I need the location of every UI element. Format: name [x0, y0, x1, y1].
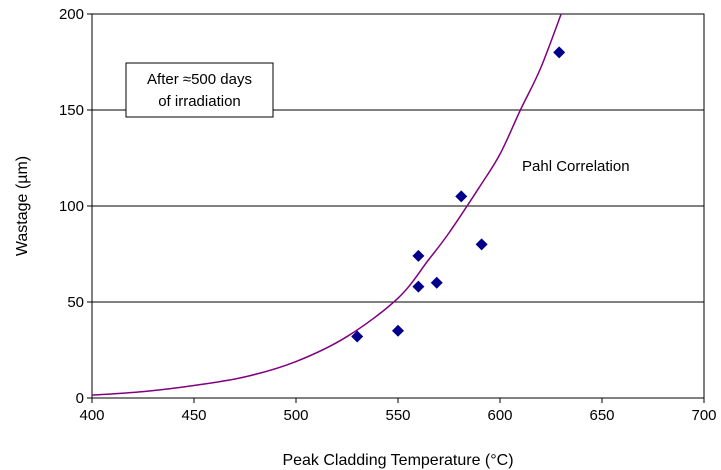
data-points [351, 46, 566, 343]
x-tick-label-3: 550 [385, 407, 410, 424]
y-tick-label-2: 100 [59, 198, 84, 215]
x-axis-ticks: 400 450 500 550 600 650 700 [79, 398, 717, 424]
curve-layer [92, 14, 562, 396]
curve-label: Pahl Correlation [522, 158, 630, 175]
x-axis-title: Peak Cladding Temperature (°C) [282, 452, 513, 469]
data-point-7 [553, 46, 566, 59]
annotation-line-2: of irradiation [158, 93, 241, 110]
data-point-5 [455, 190, 468, 203]
x-tick-label-2: 500 [283, 407, 308, 424]
y-tick-label-1: 50 [67, 294, 84, 311]
data-point-1 [392, 324, 404, 337]
y-tick-label-4: 200 [59, 6, 84, 23]
x-tick-label-1: 450 [181, 407, 206, 424]
x-tick-label-4: 600 [487, 407, 512, 424]
annotation-box-border [125, 62, 274, 118]
data-point-2 [412, 280, 425, 293]
data-point-0 [351, 330, 364, 343]
pahl-correlation-curve [92, 14, 562, 396]
x-tick-label-6: 700 [691, 407, 716, 424]
annotation-line-1: After ≈500 days [147, 71, 252, 88]
data-point-3 [412, 249, 425, 262]
x-tick-label-5: 650 [589, 407, 614, 424]
y-axis-ticks: 0 50 100 150 200 [59, 6, 92, 407]
y-axis-title: Wastage (µm) [14, 156, 31, 256]
y-tick-label-0: 0 [76, 390, 84, 407]
x-tick-label-0: 400 [79, 407, 104, 424]
y-tick-label-3: 150 [59, 102, 84, 119]
gridlines [92, 109, 704, 303]
data-point-6 [475, 238, 488, 251]
annotation-box: After ≈500 days of irradiation [125, 62, 274, 118]
data-point-4 [430, 276, 443, 289]
